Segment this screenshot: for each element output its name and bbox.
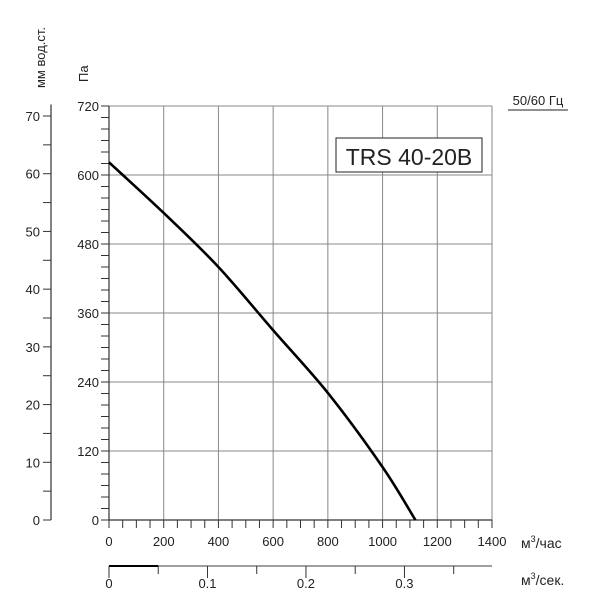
y-axis-label: Па	[76, 65, 91, 82]
x-tick-label: 600	[262, 534, 284, 549]
secondary-y-tick-label: 10	[26, 455, 40, 470]
secondary-y-axis-label: мм вод.ст.	[33, 27, 48, 88]
x-tick-label: 1400	[478, 534, 507, 549]
secondary-y-tick-label: 70	[26, 109, 40, 124]
x-axis-unit: м3/час	[521, 534, 562, 551]
x-tick-label: 800	[317, 534, 339, 549]
x-tick-label: 0	[105, 534, 112, 549]
secondary-y-tick-label: 30	[26, 340, 40, 355]
secondary-x-tick-label: 0.3	[395, 576, 413, 591]
secondary-x-tick-label: 0	[105, 576, 112, 591]
y-tick-label: 720	[77, 99, 99, 114]
y-tick-label: 480	[77, 237, 99, 252]
performance-curve	[108, 161, 417, 521]
secondary-x-tick-label: 0.1	[198, 576, 216, 591]
y-tick-label: 240	[77, 375, 99, 390]
tick-labels: 0 200 400 600 800 1000 1200 1400012024036048060…	[26, 99, 507, 591]
y-tick-label: 360	[77, 306, 99, 321]
secondary-x-tick-label: 0.2	[297, 576, 315, 591]
y-tick-label: 0	[92, 513, 99, 528]
y-tick-label: 120	[77, 444, 99, 459]
x-tick-label: 200	[153, 534, 175, 549]
x-tick-label: 1200	[423, 534, 452, 549]
secondary-y-tick-label: 50	[26, 224, 40, 239]
secondary-y-tick-label: 20	[26, 398, 40, 413]
secondary-y-tick-label: 0	[33, 513, 40, 528]
axes	[43, 104, 493, 578]
frequency-label: 50/60 Гц	[513, 93, 564, 108]
title-box	[335, 137, 483, 173]
grid	[108, 105, 493, 521]
chart-title: TRS 40-20B	[346, 144, 473, 170]
secondary-x-axis-unit: м3/сек.	[521, 571, 564, 588]
x-tick-label: 1000	[368, 534, 397, 549]
y-tick-label: 600	[77, 168, 99, 183]
secondary-y-tick-label: 40	[26, 282, 40, 297]
secondary-y-tick-label: 60	[26, 167, 40, 182]
x-tick-label: 400	[208, 534, 230, 549]
